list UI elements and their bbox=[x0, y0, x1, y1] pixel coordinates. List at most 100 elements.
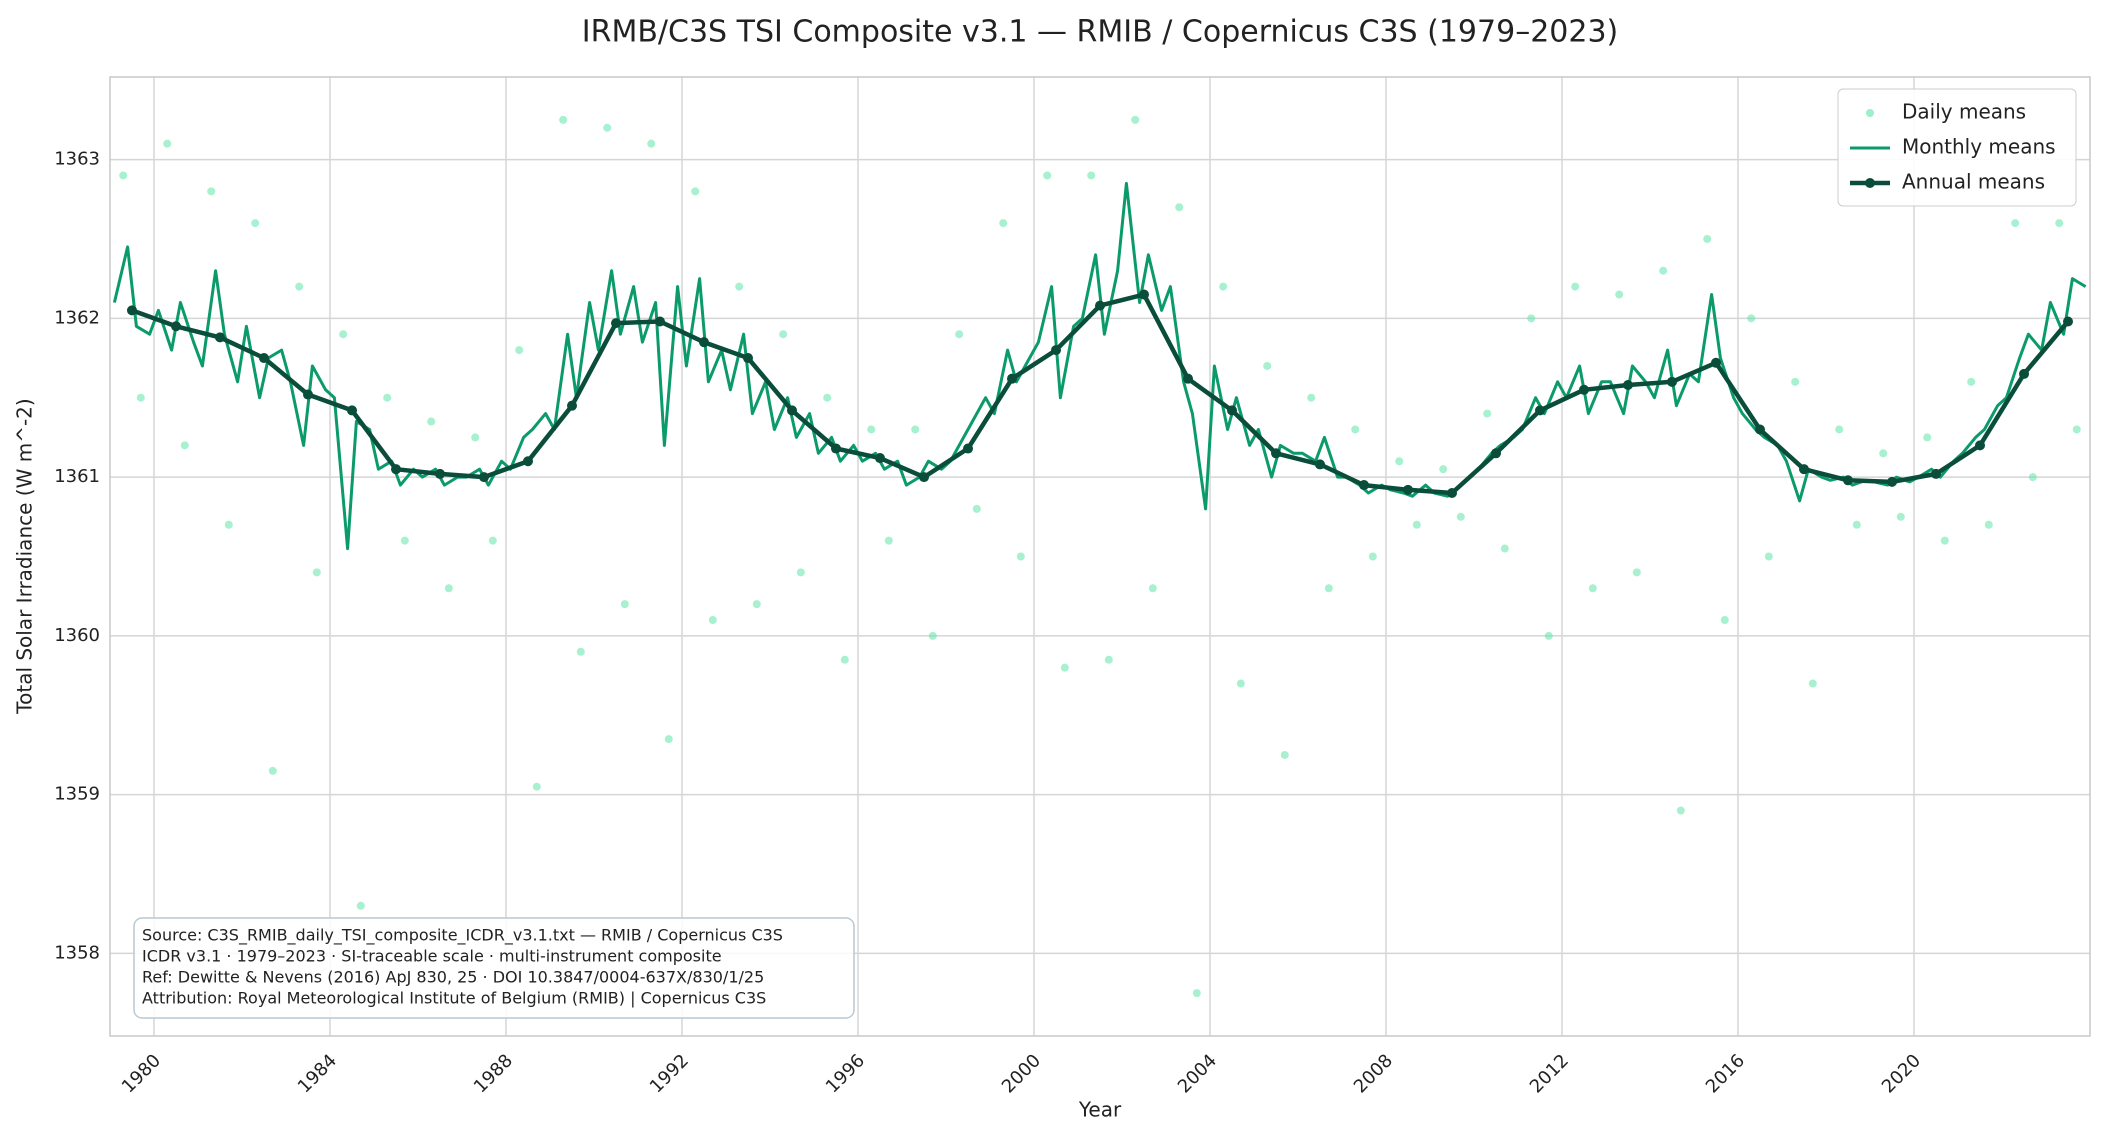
annual-marker bbox=[171, 321, 181, 332]
legend-swatch bbox=[1866, 109, 1874, 117]
daily-point bbox=[1544, 631, 1553, 640]
daily-point bbox=[444, 584, 453, 593]
x-tick-label: 1980 bbox=[118, 1050, 165, 1097]
annual-marker bbox=[1447, 487, 1457, 498]
annual-marker bbox=[655, 316, 665, 327]
daily-point bbox=[532, 782, 541, 791]
daily-point bbox=[972, 504, 981, 513]
annual-marker bbox=[1403, 484, 1413, 495]
daily-point bbox=[928, 631, 937, 640]
annual-marker bbox=[479, 472, 489, 483]
daily-point bbox=[312, 568, 321, 577]
x-tick-label: 2004 bbox=[1174, 1050, 1221, 1097]
daily-point bbox=[1500, 544, 1509, 553]
y-tick-label: 1361 bbox=[54, 466, 100, 487]
daily-point bbox=[1984, 520, 1993, 529]
daily-point bbox=[1219, 282, 1228, 291]
daily-point bbox=[1483, 409, 1492, 418]
y-tick-label: 1359 bbox=[54, 784, 100, 805]
x-tick-label: 2012 bbox=[1526, 1050, 1573, 1097]
annual-marker bbox=[1931, 468, 1941, 479]
annual-marker bbox=[1755, 424, 1765, 435]
annotation-box bbox=[133, 917, 855, 1019]
plot-layer bbox=[112, 115, 2087, 998]
x-tick-label: 1992 bbox=[646, 1050, 693, 1097]
daily-point bbox=[295, 282, 304, 291]
annual-marker bbox=[1975, 440, 1985, 451]
annual-marker bbox=[303, 389, 313, 400]
annual-marker bbox=[1183, 373, 1193, 384]
annual-marker bbox=[1051, 345, 1061, 356]
y-tick-label: 1362 bbox=[54, 307, 100, 328]
daily-point bbox=[664, 735, 673, 744]
daily-point bbox=[1263, 361, 1272, 370]
daily-point bbox=[2055, 219, 2064, 228]
x-axis-label: Year bbox=[1078, 1098, 1122, 1122]
daily-point bbox=[1632, 568, 1641, 577]
daily-point bbox=[1527, 314, 1536, 323]
annual-marker bbox=[391, 464, 401, 475]
daily-point bbox=[867, 425, 876, 434]
daily-point bbox=[251, 219, 260, 228]
x-tick-label: 2016 bbox=[1702, 1050, 1749, 1097]
annual-marker bbox=[1667, 376, 1677, 387]
daily-point bbox=[1351, 425, 1360, 434]
x-tick-label: 1996 bbox=[822, 1050, 869, 1097]
daily-point bbox=[691, 187, 700, 196]
annual-marker bbox=[1843, 475, 1853, 486]
daily-point bbox=[1720, 616, 1729, 625]
annual-marker bbox=[1095, 300, 1105, 311]
daily-point bbox=[576, 647, 585, 656]
annual-marker bbox=[1139, 289, 1149, 300]
daily-point bbox=[1835, 425, 1844, 434]
annual-marker bbox=[1227, 405, 1237, 416]
daily-point bbox=[647, 139, 656, 148]
daily-point bbox=[708, 616, 717, 625]
daily-point bbox=[400, 536, 409, 545]
annual-marker bbox=[1315, 459, 1325, 470]
daily-point bbox=[559, 115, 568, 124]
daily-point bbox=[620, 600, 629, 609]
daily-point bbox=[1016, 552, 1025, 561]
daily-point bbox=[1324, 584, 1333, 593]
x-tick-label: 1988 bbox=[470, 1050, 517, 1097]
annual-marker bbox=[611, 318, 621, 329]
daily-point bbox=[1236, 679, 1245, 688]
legend-label: Daily means bbox=[1902, 100, 2026, 124]
daily-point bbox=[955, 330, 964, 339]
daily-point bbox=[224, 520, 233, 529]
daily-point bbox=[1104, 655, 1113, 664]
daily-point bbox=[1764, 552, 1773, 561]
daily-point bbox=[1940, 536, 1949, 545]
annual-marker bbox=[1359, 480, 1369, 491]
x-tick-label: 1984 bbox=[294, 1050, 341, 1097]
daily-point bbox=[180, 441, 189, 450]
y-tick-label: 1363 bbox=[54, 149, 100, 170]
legend-swatch bbox=[1865, 178, 1875, 188]
daily-point bbox=[1896, 512, 1905, 521]
annual-marker bbox=[787, 405, 797, 416]
daily-point bbox=[1676, 806, 1685, 815]
chart-title: IRMB/C3S TSI Composite v3.1 — RMIB / Cop… bbox=[582, 15, 1619, 50]
daily-point bbox=[1615, 290, 1624, 299]
daily-point bbox=[752, 600, 761, 609]
daily-point bbox=[356, 901, 365, 910]
daily-point bbox=[1879, 449, 1888, 458]
annual-marker bbox=[259, 353, 269, 364]
legend-label: Annual means bbox=[1902, 170, 2045, 194]
daily-point bbox=[779, 330, 788, 339]
annual-marker bbox=[699, 337, 709, 348]
daily-point bbox=[1060, 663, 1069, 672]
daily-point bbox=[911, 425, 920, 434]
annotation-line: ICDR v3.1 · 1979–2023 · SI-traceable sca… bbox=[142, 947, 722, 966]
legend-box bbox=[1837, 88, 2077, 207]
daily-point bbox=[1967, 377, 1976, 386]
daily-point bbox=[735, 282, 744, 291]
daily-point bbox=[840, 655, 849, 664]
daily-point bbox=[1307, 393, 1316, 402]
daily-point bbox=[1571, 282, 1580, 291]
annual-marker bbox=[919, 472, 929, 483]
daily-point bbox=[1923, 433, 1932, 442]
daily-point bbox=[383, 393, 392, 402]
y-tick-label: 1360 bbox=[54, 625, 100, 646]
